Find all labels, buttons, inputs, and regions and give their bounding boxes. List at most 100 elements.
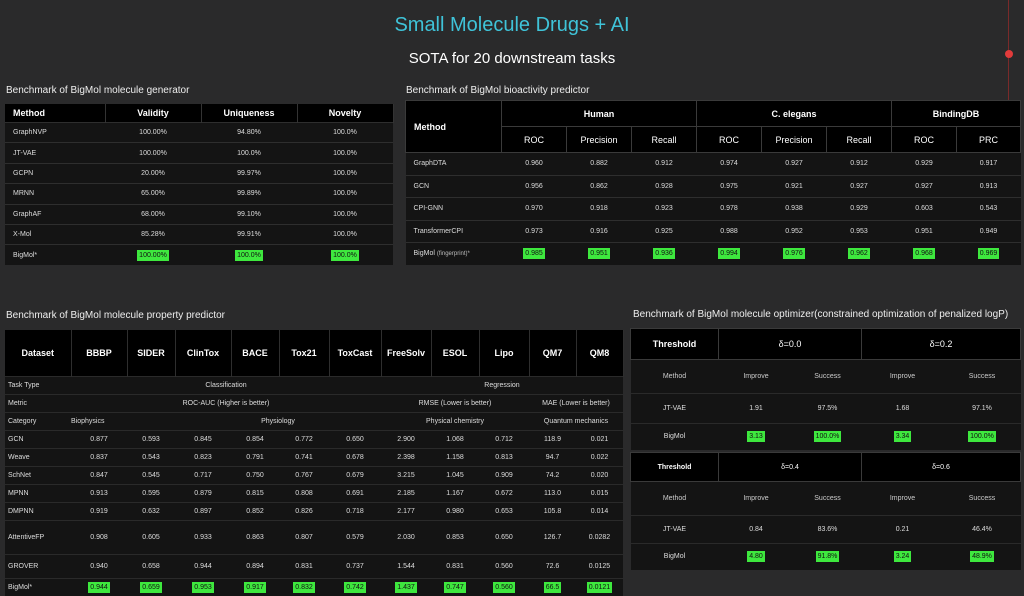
generator-table: Method Validity Uniqueness Novelty Graph… xyxy=(5,104,394,265)
group-cell: Physical chemistry xyxy=(381,413,529,431)
value-cell: 68.00% xyxy=(105,204,201,224)
method-name: BigMol xyxy=(414,250,435,257)
method-cell: Weave xyxy=(5,449,71,467)
threshold-header: Threshold xyxy=(631,329,719,360)
value-cell: 0.919 xyxy=(71,503,127,521)
value-cell: 0.923 xyxy=(632,198,697,221)
value-cell: 0.0125 xyxy=(576,555,623,579)
value-cell: 0.750 xyxy=(231,467,279,485)
value-cell: 0.813 xyxy=(479,449,529,467)
column-header: Validity xyxy=(105,104,201,123)
value-cell: 0.980 xyxy=(431,503,479,521)
prop-label: Benchmark of BigMol molecule property pr… xyxy=(6,310,225,321)
value-cell: 0.912 xyxy=(827,153,892,176)
value-cell: 0.632 xyxy=(127,503,175,521)
group-cell: ROC-AUC (Higher is better) xyxy=(71,395,381,413)
highlight-value: 100.0% xyxy=(968,431,996,442)
metric-header: Precision xyxy=(567,127,632,153)
value-cell: 1.91 xyxy=(719,394,794,424)
value-cell: 94.80% xyxy=(201,123,297,143)
method-cell: JT-VAE xyxy=(5,143,105,163)
method-cell: BigMol (fingerprint)* xyxy=(406,243,502,265)
highlight-value: 3.34 xyxy=(894,431,912,442)
value-cell: 0.595 xyxy=(127,485,175,503)
table-row: BigMol* 0.944 0.659 0.953 0.917 0.832 0.… xyxy=(5,579,623,596)
column-header: ClinTox xyxy=(175,330,231,377)
value-cell: 0.712 xyxy=(479,431,529,449)
value-cell: 0.691 xyxy=(329,485,381,503)
method-cell: GCN xyxy=(406,175,502,198)
value-cell: 0.917 xyxy=(957,153,1021,176)
column-header: ESOL xyxy=(431,330,479,377)
category-row: Category Biophysics Physiology Physical … xyxy=(5,413,623,431)
highlight-value: 0.917 xyxy=(244,582,266,593)
value-cell: 0.807 xyxy=(279,521,329,555)
value-cell: 0.925 xyxy=(632,220,697,243)
method-cell: GraphDTA xyxy=(406,153,502,176)
value-cell: 0.938 xyxy=(762,198,827,221)
value-cell: 72.6 xyxy=(529,555,576,579)
metric-header: Recall xyxy=(827,127,892,153)
sub-header: Success xyxy=(794,360,862,394)
group-cell: Quantum mechanics xyxy=(529,413,623,431)
value-cell: 1.158 xyxy=(431,449,479,467)
value-cell: 0.650 xyxy=(479,521,529,555)
value-cell: 0.929 xyxy=(827,198,892,221)
group-cell: Biophysics xyxy=(71,413,175,431)
value-cell: 0.951 xyxy=(892,220,957,243)
value-cell: 0.882 xyxy=(567,153,632,176)
value-cell: 0.949 xyxy=(957,220,1021,243)
value-cell: 0.020 xyxy=(576,467,623,485)
value-cell: 0.960 xyxy=(502,153,567,176)
value-cell: 0.913 xyxy=(71,485,127,503)
value-cell: 0.877 xyxy=(71,431,127,449)
sub-header: Success xyxy=(944,482,1021,516)
method-cell: BigMol* xyxy=(5,579,71,596)
row-label: Task Type xyxy=(5,377,71,395)
method-cell: TransformerCPI xyxy=(406,220,502,243)
slide-title: Small Molecule Drugs + AI xyxy=(0,14,1024,37)
method-cell: JT-VAE xyxy=(631,394,719,424)
delta-header: δ=0.4 xyxy=(719,453,862,482)
value-cell: 0.879 xyxy=(175,485,231,503)
value-cell: 0.605 xyxy=(127,521,175,555)
value-cell: 0.978 xyxy=(697,198,762,221)
value-cell: 100.0% xyxy=(297,163,393,183)
value-cell: 0.908 xyxy=(71,521,127,555)
scrubber-handle[interactable] xyxy=(1005,50,1013,58)
value-cell: 0.913 xyxy=(957,175,1021,198)
method-cell: MPNN xyxy=(5,485,71,503)
value-cell: 100.00% xyxy=(105,123,201,143)
method-cell: GCPN xyxy=(5,163,105,183)
highlight-value: 0.742 xyxy=(344,582,366,593)
value-cell: 0.0282 xyxy=(576,521,623,555)
bio-label: Benchmark of BigMol bioactivity predicto… xyxy=(406,85,589,96)
value-cell: 100.0% xyxy=(297,204,393,224)
column-header: BACE xyxy=(231,330,279,377)
value-cell: 85.28% xyxy=(105,224,201,244)
value-cell: 1.544 xyxy=(381,555,431,579)
value-cell: 0.916 xyxy=(567,220,632,243)
value-cell: 0.912 xyxy=(632,153,697,176)
value-cell: 0.823 xyxy=(175,449,231,467)
highlight-value: 100.0% xyxy=(235,250,263,261)
value-cell: 0.956 xyxy=(502,175,567,198)
sub-header: Improve xyxy=(862,360,944,394)
value-cell: 2.398 xyxy=(381,449,431,467)
method-cell: SchNet xyxy=(5,467,71,485)
sub-header: Improve xyxy=(719,482,794,516)
prop-table: Dataset BBBP SIDER ClinTox BACE Tox21 To… xyxy=(5,330,624,596)
highlight-value: 91.8% xyxy=(816,551,840,562)
value-cell: 2.030 xyxy=(381,521,431,555)
value-cell: 126.7 xyxy=(529,521,576,555)
